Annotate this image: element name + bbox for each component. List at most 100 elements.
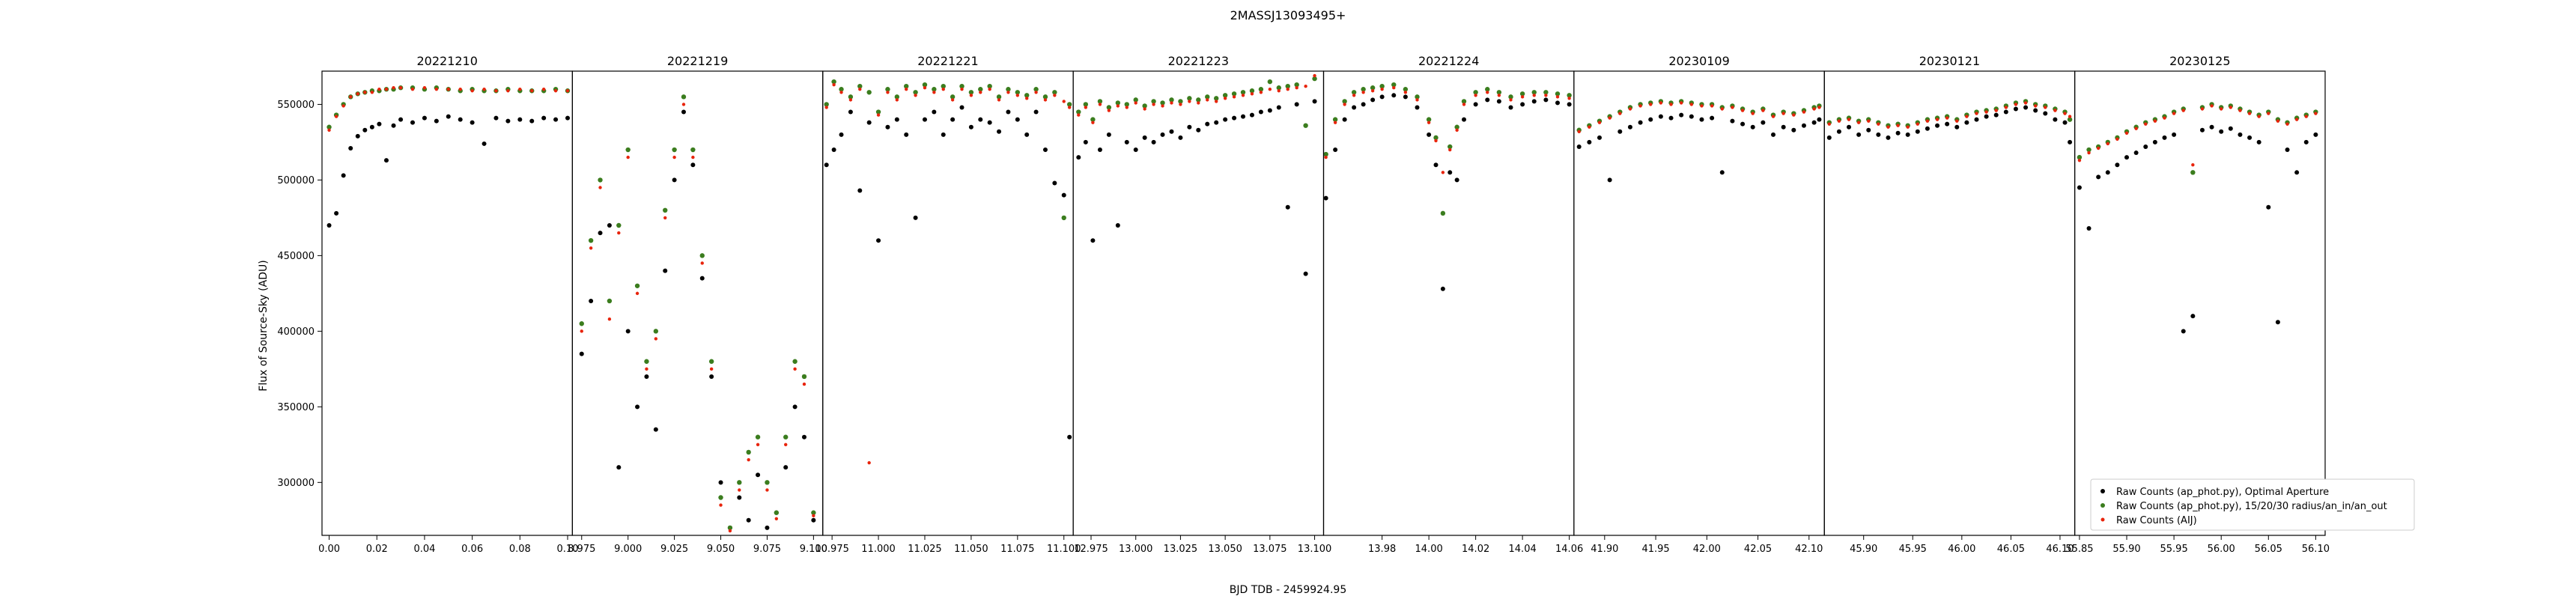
data-point-aij: [2172, 112, 2176, 115]
data-point-optimal: [1462, 117, 1466, 122]
data-point-fixed-aperture: [922, 82, 928, 88]
data-point-optimal: [1241, 114, 1246, 119]
data-point-optimal: [756, 472, 761, 478]
data-point-optimal: [1440, 286, 1445, 291]
data-point-aij: [941, 88, 945, 91]
x-tick-label: 14.00: [1415, 544, 1443, 555]
x-tick-label: 42.00: [1693, 544, 1721, 555]
data-point-optimal: [2285, 148, 2290, 153]
data-point-aij: [1856, 121, 1861, 124]
data-point-aij: [1455, 128, 1459, 132]
data-point-optimal: [894, 117, 899, 122]
data-point-aij: [2210, 104, 2214, 108]
data-point-optimal: [2124, 155, 2130, 160]
data-point-optimal: [565, 115, 571, 121]
data-point-aij: [2294, 118, 2299, 121]
data-point-optimal: [2247, 135, 2253, 140]
data-point-optimal: [1024, 132, 1030, 137]
legend-label-fixed-aperture: Raw Counts (ap_phot.py), 15/20/30 radius…: [2116, 501, 2387, 512]
data-point-optimal: [2219, 129, 2224, 134]
data-point-aij: [1544, 94, 1548, 97]
data-point-fixed-aperture: [1426, 117, 1432, 122]
data-point-fixed-aperture: [1249, 88, 1255, 94]
data-point-optimal: [783, 465, 789, 470]
data-point-optimal: [2023, 105, 2029, 110]
data-point-aij: [1053, 94, 1057, 97]
data-point-optimal: [932, 109, 937, 115]
data-point-optimal: [1856, 132, 1862, 137]
y-tick-label: 400000: [277, 326, 315, 338]
data-point-aij: [1448, 148, 1452, 152]
data-point-fixed-aperture: [607, 298, 613, 304]
data-point-fixed-aperture: [875, 109, 881, 115]
data-point-aij: [1669, 103, 1673, 106]
data-point-aij: [458, 88, 462, 91]
data-point-aij: [1403, 91, 1408, 94]
x-tick-label: 13.050: [1208, 544, 1242, 555]
data-point-optimal: [1915, 129, 1920, 134]
data-point-aij: [1415, 98, 1419, 102]
x-tick-label: 0.10: [557, 544, 579, 555]
data-point-optimal: [1361, 102, 1366, 107]
data-point-aij: [1161, 104, 1164, 108]
data-point-fixed-aperture: [801, 374, 807, 380]
data-point-optimal: [1555, 100, 1560, 106]
data-point-fixed-aperture: [1454, 124, 1459, 130]
data-point-aij: [728, 529, 732, 533]
data-point-aij: [784, 443, 788, 447]
data-point-optimal: [2133, 150, 2139, 156]
data-point-fixed-aperture: [1124, 102, 1129, 107]
data-point-fixed-aperture: [1361, 87, 1366, 92]
data-point-optimal: [876, 238, 881, 243]
data-point-aij: [356, 92, 359, 96]
data-point-optimal: [1876, 132, 1881, 137]
data-point-fixed-aperture: [1332, 117, 1338, 122]
data-point-fixed-aperture: [1519, 91, 1525, 97]
data-point-aij: [2004, 106, 2008, 109]
data-point-aij: [2153, 119, 2157, 123]
data-point-fixed-aperture: [681, 94, 687, 100]
data-point-fixed-aperture: [755, 434, 761, 440]
data-point-optimal: [1323, 195, 1328, 201]
data-point-aij: [370, 91, 374, 94]
data-point-aij: [932, 91, 936, 94]
x-tick-label: 56.10: [2302, 544, 2330, 555]
x-tick-label: 8.975: [568, 544, 595, 555]
data-point-fixed-aperture: [1151, 99, 1156, 104]
data-point-optimal: [348, 146, 353, 150]
data-point-fixed-aperture: [1473, 90, 1478, 95]
data-point-fixed-aperture: [718, 495, 723, 500]
data-point-aij: [2134, 127, 2138, 130]
data-point-aij: [2181, 109, 2185, 112]
data-point-aij: [1935, 118, 1939, 121]
data-point-aij: [848, 98, 853, 102]
x-tick-label: 9.025: [660, 544, 688, 555]
data-point-aij: [1025, 97, 1029, 100]
data-point-optimal: [1791, 127, 1796, 133]
data-point-aij: [645, 367, 648, 371]
data-point-optimal: [792, 404, 798, 410]
data-point-optimal: [482, 141, 487, 146]
data-point-aij: [398, 86, 403, 90]
data-point-aij: [1215, 100, 1218, 103]
data-point-optimal: [997, 129, 1002, 134]
data-point-aij: [1324, 155, 1328, 159]
data-point-optimal: [422, 115, 427, 121]
data-point-optimal: [2152, 139, 2157, 145]
data-point-fixed-aperture: [644, 359, 649, 364]
x-tick-label: 9.050: [707, 544, 735, 555]
x-tick-label: 14.02: [1462, 544, 1489, 555]
figure-title: 2MASSJ13093495+: [1230, 8, 1346, 22]
data-point-optimal: [1627, 124, 1632, 130]
data-point-aij: [2257, 115, 2261, 118]
data-point-optimal: [1496, 99, 1501, 104]
data-point-aij: [1067, 106, 1072, 109]
subplot-frame: [1823, 70, 2076, 536]
data-point-aij: [446, 88, 450, 91]
data-point-aij: [1084, 106, 1088, 109]
x-tick-label: 11.100: [1047, 544, 1081, 555]
data-point-optimal: [1433, 162, 1439, 168]
data-point-optimal: [1905, 132, 1910, 137]
data-point-aij: [681, 103, 686, 106]
data-point-aij: [1638, 104, 1642, 108]
